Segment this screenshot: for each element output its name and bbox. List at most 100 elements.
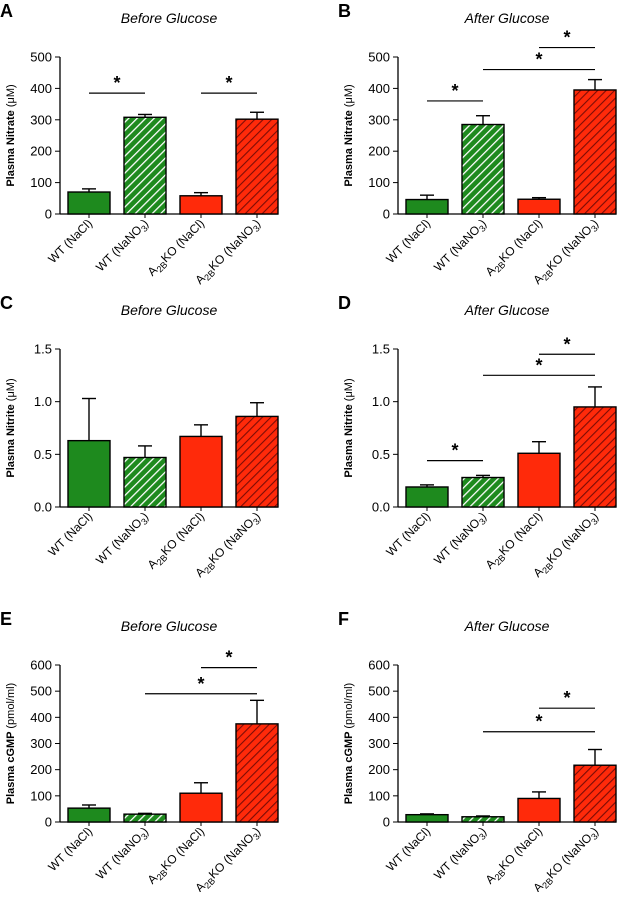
y-tick-label: 100	[368, 175, 390, 190]
x-tick-label-text: WT (NaCl)	[45, 216, 95, 266]
bar	[123, 116, 167, 215]
x-tick-label-text: WT (NaNO	[93, 516, 145, 568]
chart-title: After Glucose	[464, 10, 550, 26]
x-tick-label-text: WT (NaNO	[431, 223, 483, 275]
significance-star: *	[451, 81, 458, 101]
panel-letter: B	[338, 1, 351, 21]
x-tick-label: A2BKO (NaCl)	[145, 824, 209, 888]
y-tick-label: 0.5	[34, 447, 52, 462]
panel-letter: E	[0, 609, 12, 629]
y-tick-label: 0	[383, 815, 390, 830]
y-tick-label: 300	[368, 736, 390, 751]
significance-star: *	[225, 73, 232, 93]
y-axis-label-main: Plasma Nitrate	[343, 107, 355, 186]
bar	[405, 813, 449, 823]
panel-B: B After Glucose Plasma Nitrate (μM) 0 100 200…	[338, 1, 617, 287]
x-tick-label: WT (NaCl)	[45, 509, 95, 559]
y-axis-label-unit: (pmol/ml)	[343, 683, 355, 729]
x-tick-label-text: KO (NaCl)	[496, 509, 545, 558]
panel-A: A Before Glucose Plasma Nitrate (μM) 0 100 20…	[0, 1, 279, 287]
x-tick-label-text: WT (NaCl)	[383, 216, 433, 266]
bar	[517, 452, 561, 508]
panel-letter: A	[0, 1, 13, 21]
bar	[517, 198, 561, 215]
y-tick-label: 1.5	[34, 342, 52, 357]
y-axis-label-main: Plasma Nitrite	[343, 401, 355, 477]
x-tick-label-subscript: 3	[139, 831, 150, 842]
y-axis-label-unit: (μM)	[343, 378, 355, 401]
panel-C: C Before Glucose Plasma Nitrite (μM) 0.0 0.5…	[0, 293, 279, 580]
y-tick-label: 400	[30, 710, 52, 725]
x-tick-label-text: WT (NaCl)	[383, 824, 433, 874]
significance-star: *	[563, 334, 570, 354]
x-tick-label-text: KO (NaCl)	[496, 824, 545, 873]
bar	[123, 813, 167, 823]
y-tick-label: 600	[30, 658, 52, 673]
y-tick-label: 1.5	[372, 342, 390, 357]
x-tick-label-subscript: 3	[251, 223, 262, 234]
y-tick-label: 100	[30, 788, 52, 803]
y-axis-label: Plasma cGMP (pmol/ml)	[343, 683, 355, 804]
significance-star: *	[535, 712, 542, 732]
x-tick-label: A2BKO (NaCl)	[483, 509, 547, 573]
y-axis-label-main: Plasma Nitrate	[5, 107, 17, 186]
bar	[235, 723, 279, 823]
y-tick-label: 0.0	[372, 500, 390, 515]
y-tick-label: 500	[368, 684, 390, 699]
significance-star: *	[535, 50, 542, 70]
x-tick-label-text: WT (NaCl)	[45, 824, 95, 874]
y-tick-label: 200	[30, 144, 52, 159]
x-tick-label-text: WT (NaCl)	[45, 509, 95, 559]
x-tick-label-text: KO (NaNO	[544, 831, 595, 882]
bar	[405, 486, 449, 508]
significance-star: *	[225, 648, 232, 668]
x-tick-label: WT (NaNO3)	[93, 216, 152, 275]
x-tick-label: WT (NaNO3)	[431, 824, 490, 883]
significance-star: *	[197, 674, 204, 694]
x-tick-label-text: WT (NaCl)	[383, 509, 433, 559]
bar	[573, 764, 617, 823]
y-tick-label: 100	[30, 175, 52, 190]
x-tick-label-text: KO (NaNO	[544, 516, 595, 567]
x-tick-label: A2BKO (NaCl)	[145, 216, 209, 280]
panel-F: F After Glucose Plasma cGMP (pmol/ml) 0 100 2…	[338, 609, 617, 895]
y-tick-label: 0.5	[372, 447, 390, 462]
x-tick-label: WT (NaNO3)	[431, 509, 490, 568]
x-tick-label-subscript: 3	[251, 831, 262, 842]
y-axis-label: Plasma Nitrate (μM)	[5, 84, 17, 186]
y-axis-label-unit: (μM)	[343, 84, 355, 107]
x-tick-label: WT (NaCl)	[383, 824, 433, 874]
significance-star: *	[563, 688, 570, 708]
y-tick-label: 400	[30, 81, 52, 96]
y-tick-label: 0	[45, 815, 52, 830]
y-tick-label: 400	[368, 710, 390, 725]
y-tick-label: 0	[383, 207, 390, 222]
y-axis-label-unit: (μM)	[5, 84, 17, 107]
bar	[573, 406, 617, 508]
y-tick-label: 1.0	[34, 394, 52, 409]
y-tick-label: 200	[30, 762, 52, 777]
x-tick-label-text: WT (NaNO	[93, 831, 145, 883]
significance-star: *	[535, 355, 542, 375]
y-tick-label: 1.0	[372, 394, 390, 409]
x-tick-label-text: KO (NaCl)	[496, 216, 545, 265]
x-tick-label-text: WT (NaNO	[93, 223, 145, 275]
y-tick-label: 500	[30, 684, 52, 699]
y-axis-label-main: Plasma Nitrite	[5, 401, 17, 477]
x-tick-label: WT (NaCl)	[383, 216, 433, 266]
x-tick-label-text: KO (NaNO	[206, 223, 257, 274]
panel-letter: F	[338, 609, 349, 629]
x-tick-label: WT (NaNO3)	[93, 509, 152, 568]
bar	[67, 191, 111, 215]
x-tick-label-text: WT (NaNO	[431, 831, 483, 883]
x-tick-label-text: WT (NaNO	[431, 516, 483, 568]
x-tick-label-subscript: 3	[589, 831, 600, 842]
x-tick-label-subscript: 3	[589, 223, 600, 234]
x-tick-label: A2BKO (NaCl)	[483, 824, 547, 888]
y-axis-label-main: Plasma cGMP	[343, 729, 355, 805]
y-axis-label: Plasma cGMP (pmol/ml)	[5, 683, 17, 804]
y-tick-label: 500	[368, 50, 390, 65]
bar	[517, 797, 561, 823]
bar	[573, 89, 617, 215]
x-tick-label-text: KO (NaCl)	[158, 824, 207, 873]
